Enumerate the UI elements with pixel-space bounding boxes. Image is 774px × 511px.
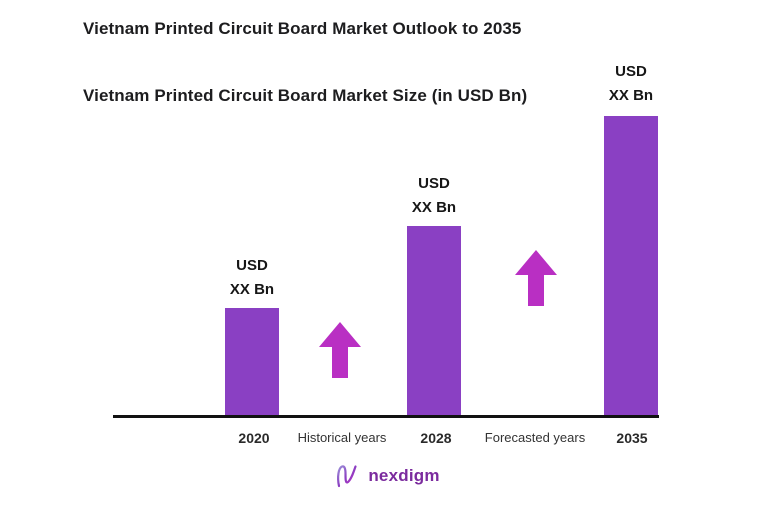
x-label-historical-years: Historical years xyxy=(297,430,387,445)
nexdigm-logo-text: nexdigm xyxy=(368,466,440,485)
nexdigm-n-wave-icon xyxy=(337,465,357,488)
chart-subtitle: Vietnam Printed Circuit Board Market Siz… xyxy=(83,86,528,105)
x-tick-2028: 2028 xyxy=(420,430,452,446)
bar-2035 xyxy=(604,116,658,416)
x-tick-2035: 2035 xyxy=(616,430,648,446)
value-label-2020-line1: USD xyxy=(236,257,268,274)
value-label-2035: USD XX Bn xyxy=(571,60,691,108)
x-tick-2020: 2020 xyxy=(238,430,270,446)
chart-title: Vietnam Printed Circuit Board Market Out… xyxy=(83,19,522,38)
up-arrow-icon xyxy=(319,322,361,378)
bar-2020 xyxy=(225,308,279,416)
up-arrow-shape xyxy=(515,250,557,306)
up-arrow-icon xyxy=(515,250,557,306)
x-axis-line xyxy=(113,415,659,418)
value-label-2028-line1: USD xyxy=(418,175,450,192)
value-label-2035-line2: XX Bn xyxy=(608,87,654,104)
bar-2028 xyxy=(407,226,461,416)
value-label-2035-line1: USD xyxy=(615,63,647,80)
value-label-2020-line2: XX Bn xyxy=(229,281,275,298)
up-arrow-shape xyxy=(319,322,361,378)
nexdigm-logo: nexdigm xyxy=(0,462,774,490)
value-label-2028: USD XX Bn xyxy=(374,172,494,220)
value-label-2028-line2: XX Bn xyxy=(411,199,457,216)
value-label-2020: USD XX Bn xyxy=(192,254,312,302)
x-label-forecasted-years: Forecasted years xyxy=(484,430,586,445)
